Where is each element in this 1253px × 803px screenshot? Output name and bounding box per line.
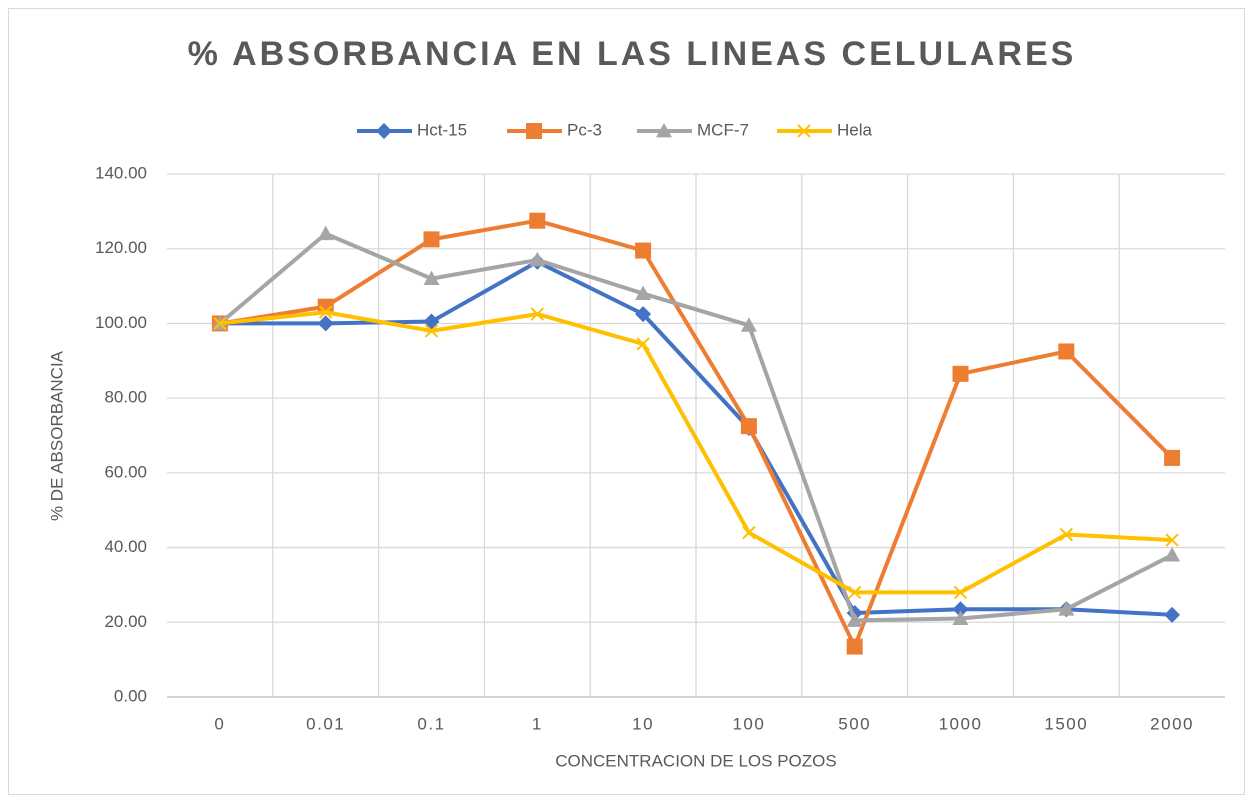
x-tick-label: 0.1 — [417, 714, 445, 733]
x-tick-label: 0.01 — [306, 714, 345, 733]
marker — [423, 270, 440, 285]
x-tick-label: 1 — [532, 714, 543, 733]
y-tick-label: 100.00 — [95, 313, 147, 332]
marker — [952, 601, 969, 618]
x-tick-label: 100 — [732, 714, 765, 733]
marker — [1164, 547, 1181, 562]
y-axis-label: % DE ABSORBANCIA — [47, 350, 66, 521]
marker — [1059, 527, 1074, 542]
marker — [1165, 533, 1179, 547]
marker — [529, 251, 546, 267]
marker — [318, 305, 333, 319]
marker — [213, 316, 227, 331]
marker — [740, 418, 757, 435]
legend-label: Hct-15 — [417, 120, 467, 139]
marker — [529, 212, 546, 229]
marker — [656, 123, 672, 138]
marker — [797, 124, 811, 138]
marker — [953, 585, 968, 600]
y-tick-label: 40.00 — [104, 537, 147, 556]
marker — [636, 337, 650, 351]
x-tick-label: 500 — [838, 714, 871, 733]
marker — [635, 306, 652, 323]
x-tick-label: 1500 — [1044, 714, 1088, 733]
y-tick-label: 60.00 — [104, 462, 147, 481]
legend-label: MCF-7 — [697, 120, 749, 139]
marker — [423, 231, 440, 248]
marker — [317, 315, 334, 332]
marker — [742, 525, 756, 540]
x-axis-label: CONCENTRACION DE LOS POZOS — [555, 751, 836, 770]
marker — [740, 317, 757, 332]
marker — [424, 324, 439, 338]
x-tick-label: 1000 — [939, 714, 983, 733]
legend-label: Hela — [837, 120, 873, 139]
marker — [952, 365, 969, 382]
y-tick-label: 0.00 — [114, 686, 147, 705]
marker — [1058, 343, 1075, 360]
series-line — [219, 218, 1174, 649]
marker — [317, 225, 334, 241]
x-tick-label: 2000 — [1150, 714, 1194, 733]
marker — [635, 242, 652, 259]
marker — [846, 612, 863, 627]
x-tick-label: 0 — [214, 714, 225, 733]
marker — [1164, 606, 1181, 623]
marker — [1058, 601, 1075, 616]
marker — [847, 585, 862, 600]
series-line — [219, 310, 1173, 595]
marker — [635, 285, 652, 300]
marker — [1164, 449, 1181, 466]
y-tick-label: 120.00 — [95, 238, 147, 257]
y-tick-label: 80.00 — [104, 388, 147, 407]
y-tick-label: 140.00 — [95, 163, 147, 182]
marker — [317, 298, 334, 315]
marker — [952, 610, 969, 625]
series-line — [218, 231, 1174, 623]
marker — [530, 307, 545, 321]
chart-title: % ABSORBANCIA EN LAS LINEAS CELULARES — [188, 35, 1077, 73]
marker — [376, 123, 392, 139]
marker — [526, 123, 542, 139]
legend-label: Pc-3 — [567, 120, 602, 139]
x-tick-label: 10 — [632, 714, 654, 733]
marker — [846, 638, 863, 655]
chart-border — [8, 8, 1245, 795]
y-tick-label: 20.00 — [104, 612, 147, 631]
